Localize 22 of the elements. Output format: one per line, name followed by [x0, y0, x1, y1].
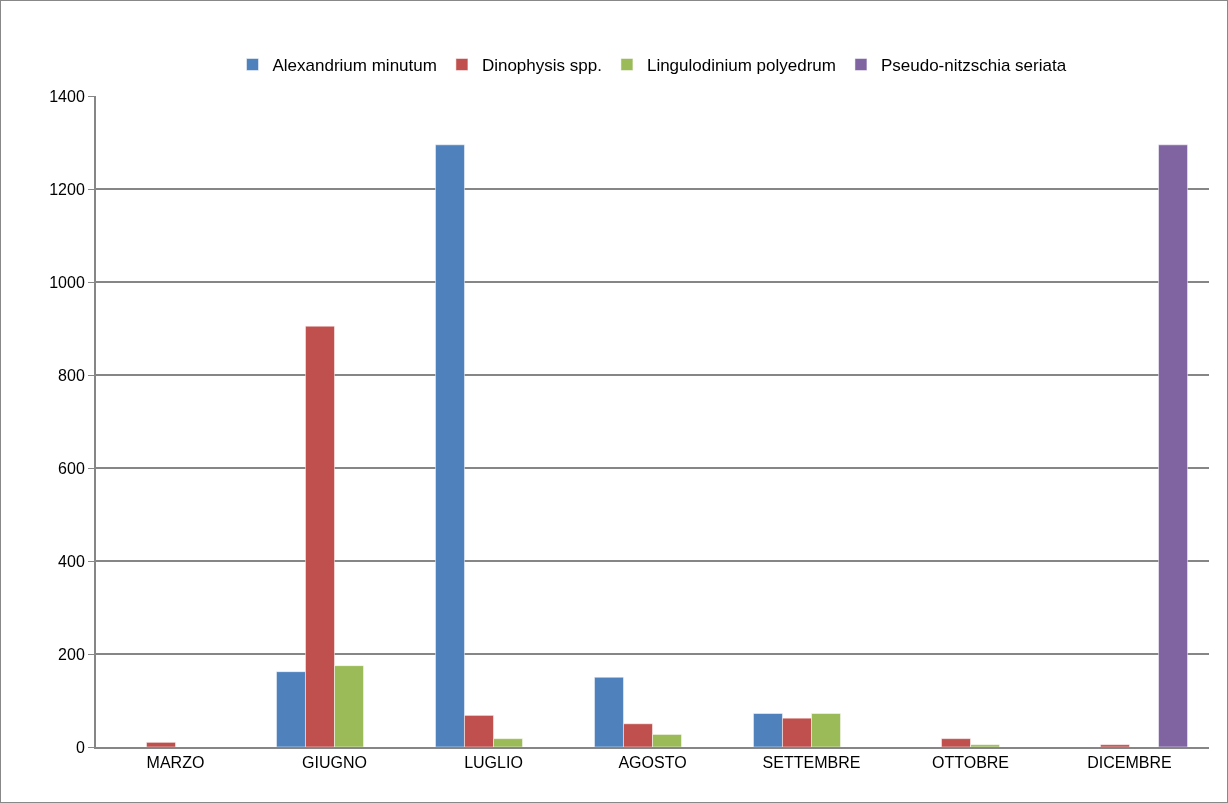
y-tick-label: 0	[75, 738, 85, 756]
x-tick-label: MARZO	[146, 754, 205, 772]
x-tick-label: DICEMBRE	[1087, 754, 1172, 772]
y-tick-label: 800	[58, 366, 85, 384]
x-tick-label: LUGLIO	[464, 754, 523, 772]
legend-label: Dinophysis spp.	[481, 56, 602, 76]
y-tick-label: 600	[58, 459, 85, 477]
x-tick-label: GIUGNO	[302, 754, 367, 772]
x-tick-label: SETTEMBRE	[762, 754, 861, 772]
x-tick-label: AGOSTO	[618, 754, 687, 772]
y-tick-label: 400	[58, 552, 85, 570]
x-tick-label: OTTOBRE	[931, 754, 1010, 772]
legend-label: Lingulodinium polyedrum	[646, 56, 836, 76]
y-tick-label: 1200	[49, 180, 85, 198]
bar	[146, 742, 176, 747]
legend-label: Alexandrium minutum	[272, 56, 437, 76]
y-tick-label: 200	[58, 645, 85, 663]
bar	[1100, 744, 1130, 747]
legend-label: Pseudo-nitzschia seriata	[880, 56, 1067, 76]
y-tick-label: 1400	[49, 87, 85, 105]
y-tick-label: 1000	[49, 273, 85, 291]
bar	[1158, 144, 1188, 747]
